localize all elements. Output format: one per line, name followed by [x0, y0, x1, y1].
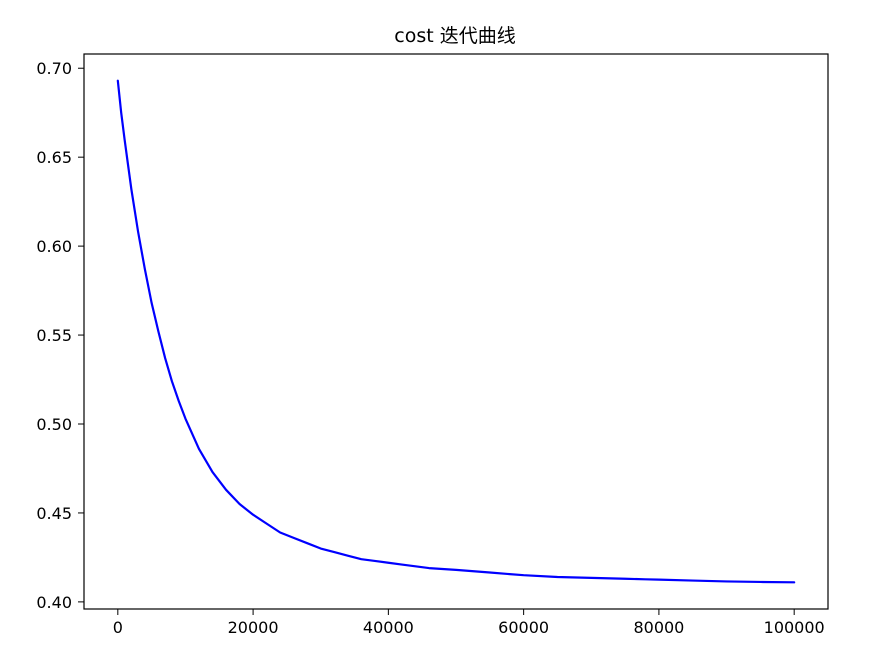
plot-area	[84, 54, 828, 609]
series-layer	[116, 79, 796, 584]
y-tick-label: 0.65	[36, 148, 72, 167]
x-tick-label: 80000	[633, 618, 684, 637]
x-tick-label: 20000	[228, 618, 279, 637]
y-tick-label: 0.40	[36, 593, 72, 612]
y-tick-label: 0.70	[36, 59, 72, 78]
x-tick-label: 100000	[764, 618, 825, 637]
y-tick-label: 0.45	[36, 504, 72, 523]
x-tick-label: 60000	[498, 618, 549, 637]
y-axis: 0.40 0.45 0.50 0.55 0.60 0.65 0.70	[36, 59, 84, 612]
y-tick-label: 0.60	[36, 237, 72, 256]
chart-title: cost 迭代曲线	[394, 25, 515, 47]
y-tick-label: 0.55	[36, 326, 72, 345]
x-axis: 0 20000 40000 60000 80000 100000	[113, 609, 825, 637]
plot-frame	[83, 53, 829, 610]
x-tick-label: 0	[113, 618, 123, 637]
x-tick-label: 40000	[363, 618, 414, 637]
y-tick-label: 0.50	[36, 415, 72, 434]
series-line-cost	[116, 79, 796, 584]
